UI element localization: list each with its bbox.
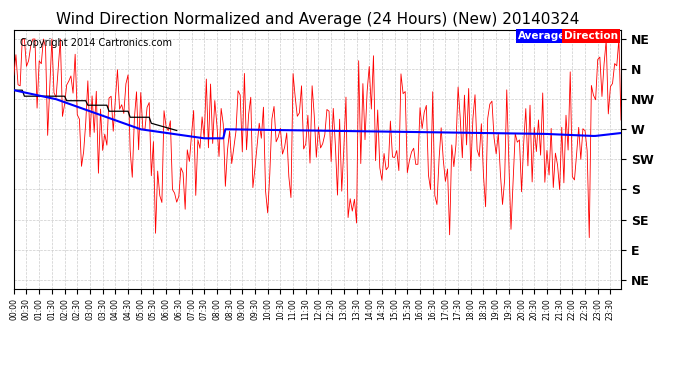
Text: Direction: Direction: [564, 31, 618, 41]
Text: Copyright 2014 Cartronics.com: Copyright 2014 Cartronics.com: [20, 38, 172, 48]
Title: Wind Direction Normalized and Average (24 Hours) (New) 20140324: Wind Direction Normalized and Average (2…: [56, 12, 579, 27]
Text: Average: Average: [518, 31, 566, 41]
